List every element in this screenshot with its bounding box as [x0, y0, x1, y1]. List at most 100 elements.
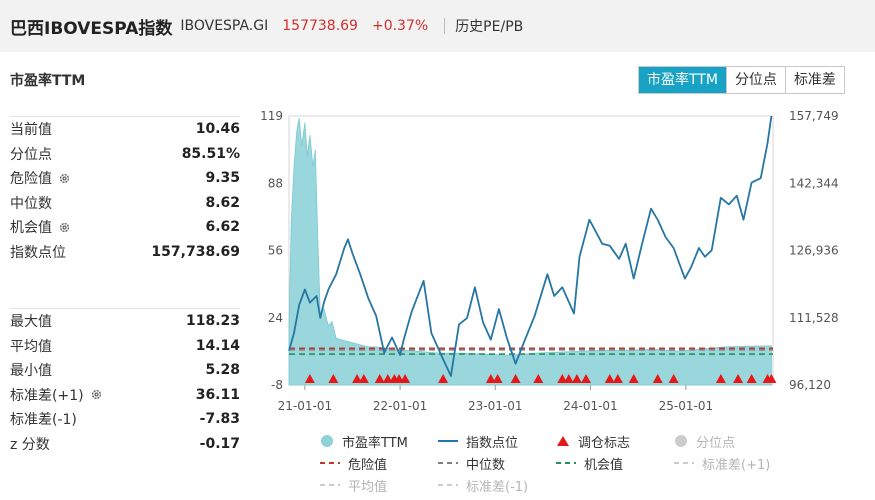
pe-ttm-area	[288, 118, 772, 386]
y-right-tick-label: 111,528	[789, 311, 839, 325]
legend-row: 危险值 中位数 机会值 标准差(+1)	[320, 452, 875, 474]
x-tick-label: 23-01-01	[468, 399, 522, 413]
legend-item[interactable]: 危险值	[320, 454, 438, 473]
legend-item[interactable]: 平均值	[320, 476, 438, 495]
stat-label: 最小值	[10, 363, 52, 380]
y-left-tick-label: 119	[260, 109, 283, 123]
legend-label: 分位点	[696, 435, 736, 451]
stat-label: 标准差(-1)	[10, 412, 77, 429]
index-level-line	[288, 115, 773, 377]
gear-icon[interactable]	[90, 388, 103, 401]
index-change: +0.37%	[371, 18, 429, 34]
x-tick-label: 24-01-01	[563, 399, 617, 413]
rebalance-marker	[571, 374, 582, 383]
stat-row-std-minus: 标准差(-1) -7.83	[10, 407, 240, 432]
rebalance-marker	[358, 374, 369, 383]
stat-label: 机会值	[10, 217, 71, 237]
header-bar: 巴西IBOVESPA指数 IBOVESPA.GI 157738.69 +0.37…	[0, 0, 875, 52]
rebalance-marker	[557, 374, 568, 383]
tab-std-dev[interactable]: 标准差	[784, 67, 844, 93]
rebalance-marker	[352, 374, 363, 383]
stat-label: 中位数	[10, 195, 52, 212]
x-tick-label: 25-01-01	[659, 399, 713, 413]
stat-value: 9.35	[205, 170, 240, 187]
stat-row-z-score: z 分数 -0.17	[10, 432, 240, 457]
y-left-tick-label: 24	[268, 311, 283, 325]
stat-row-median: 中位数 8.62	[10, 191, 240, 216]
legend-swatch-icon	[557, 436, 569, 446]
legend-item[interactable]: 标准差(+1)	[674, 454, 792, 473]
stat-row-chance: 机会值 6.62	[10, 215, 240, 240]
y-right-tick-label: 96,120	[789, 378, 831, 392]
rebalance-marker	[438, 374, 449, 383]
legend-label: 调仓标志	[578, 435, 631, 451]
legend-item[interactable]: 机会值	[556, 454, 674, 473]
legend-label: 平均值	[348, 479, 388, 495]
index-price: 157738.69	[282, 18, 358, 34]
legend-swatch-icon	[675, 435, 687, 447]
stat-row-percentile: 分位点 85.51%	[10, 142, 240, 167]
legend-row: 市盈率TTM 指数点位 调仓标志 分位点	[320, 430, 875, 452]
legend-swatch-icon	[321, 435, 333, 447]
legend-label: 机会值	[584, 457, 624, 473]
rebalance-marker	[733, 374, 744, 383]
rebalance-marker	[304, 374, 315, 383]
rebalance-marker	[628, 374, 639, 383]
stat-value: 6.62	[205, 219, 240, 236]
legend-item[interactable]: 标准差(-1)	[438, 476, 556, 495]
stat-label: 标准差(+1)	[10, 385, 103, 405]
rebalance-marker	[715, 374, 726, 383]
legend-label: 中位数	[466, 457, 506, 473]
legend-item[interactable]: 调仓标志	[556, 432, 674, 451]
y-right-tick-label: 157,749	[789, 109, 839, 123]
y-left-tick-label: 88	[268, 176, 283, 190]
rebalance-marker	[581, 374, 592, 383]
chart-legend: 市盈率TTM 指数点位 调仓标志 分位点 危险值 中位数 机会值 标准差(+1) 平均值 标准…	[320, 430, 875, 496]
stat-label: 最大值	[10, 314, 52, 331]
y-left-tick-label: 56	[268, 244, 283, 258]
metric-tabs: 市盈率TTM 分位点 标准差	[638, 66, 845, 94]
stat-row-std-plus: 标准差(+1) 36.11	[10, 383, 240, 408]
legend-item[interactable]: 中位数	[438, 454, 556, 473]
stat-label: 当前值	[10, 122, 52, 139]
legend-item[interactable]: 市盈率TTM	[320, 432, 438, 451]
rebalance-marker	[612, 374, 623, 383]
stat-value: -7.83	[199, 411, 240, 428]
rebalance-marker	[533, 374, 544, 383]
stats-panel-current: 当前值 10.46 分位点 85.51% 危险值 9.35 中位数 8.62 机…	[10, 116, 240, 264]
stat-value: 85.51%	[181, 145, 240, 162]
legend-swatch-icon	[320, 484, 340, 486]
rebalance-marker	[328, 374, 339, 383]
legend-label: 危险值	[348, 457, 388, 473]
legend-label: 标准差(+1)	[702, 457, 771, 473]
legend-item[interactable]: 指数点位	[438, 432, 556, 451]
stat-value: 8.62	[205, 194, 240, 211]
stat-value: 157,738.69	[151, 243, 240, 260]
stat-value: 14.14	[195, 337, 240, 354]
tab-pe-ttm[interactable]: 市盈率TTM	[639, 67, 726, 93]
rebalance-marker	[746, 374, 757, 383]
legend-item[interactable]: 分位点	[674, 432, 792, 451]
stat-value: 36.11	[195, 386, 240, 403]
stats-panel-distribution: 最大值 118.23 平均值 14.14 最小值 5.28 标准差(+1) 36…	[10, 308, 240, 456]
rebalance-marker	[604, 374, 615, 383]
rebalance-marker	[492, 374, 503, 383]
gear-icon[interactable]	[58, 221, 71, 234]
stat-row-min: 最小值 5.28	[10, 358, 240, 383]
stat-row-index-level: 指数点位 157,738.69	[10, 240, 240, 265]
gear-icon[interactable]	[58, 172, 71, 185]
rebalance-marker	[382, 374, 393, 383]
history-pe-pb-link[interactable]: 历史PE/PB	[455, 19, 524, 35]
legend-label: 市盈率TTM	[342, 435, 408, 451]
stat-row-danger: 危险值 9.35	[10, 166, 240, 191]
y-right-tick-label: 142,344	[789, 176, 839, 190]
rebalance-marker	[652, 374, 663, 383]
stat-label: 指数点位	[10, 244, 66, 261]
rebalance-marker	[374, 374, 385, 383]
y-right-tick-label: 126,936	[789, 244, 839, 258]
index-title: 巴西IBOVESPA指数	[10, 18, 173, 39]
rebalance-marker	[400, 374, 411, 383]
tab-percentile[interactable]: 分位点	[725, 67, 785, 93]
stat-row-max: 最大值 118.23	[10, 309, 240, 334]
pe-index-chart[interactable]: 119 88 56 24 -8 157,749 142,344 126,936 111,528 9…	[0, 100, 875, 430]
